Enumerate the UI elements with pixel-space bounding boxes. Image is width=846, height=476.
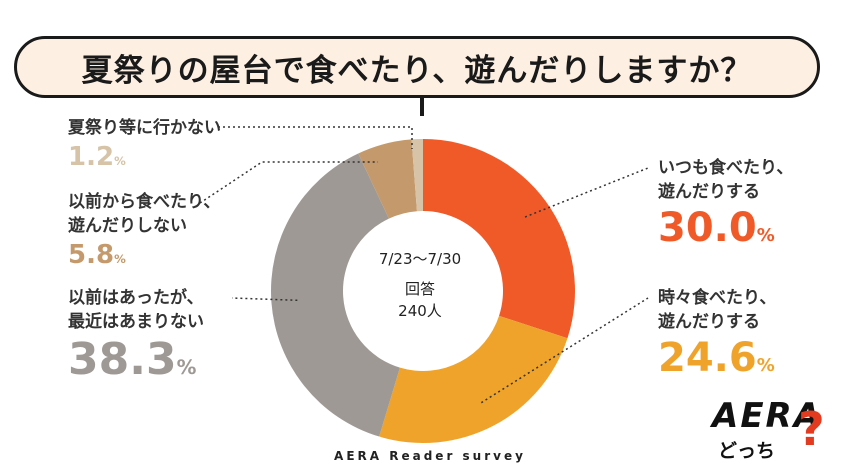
chart-title: 夏祭りの屋台で食べたり、遊んだりしますか？ (81, 52, 753, 89)
slice-value-1: 24.6% (658, 335, 775, 381)
slice-category-3-1: 遊んだりしない (68, 216, 187, 236)
slice-category-1-1: 遊んだりする (658, 312, 760, 332)
slice-category-3-0: 以前から食べたり、 (68, 192, 221, 212)
donut-slice-4 (411, 139, 423, 212)
slice-category-2-0: 以前はあったが、 (68, 288, 204, 308)
answer-label: 回答 (404, 280, 435, 298)
slice-value-3: 5.8% (68, 240, 126, 270)
slice-label-2: 以前はあったが、 最近はあまりない 38.3% (68, 286, 204, 382)
respondent-count: 240人 (398, 302, 442, 320)
slice-value-2: 38.3% (68, 334, 197, 385)
footer-source: AERA Reader survey (334, 449, 526, 463)
leader-line-2 (231, 297, 298, 302)
slice-label-0: いつも食べたり、 遊んだりする 30.0% (658, 156, 793, 248)
slice-label-4: 夏祭り等に行かない 1.2% (68, 116, 221, 170)
slice-category-0-1: 遊んだりする (658, 182, 760, 202)
center-info: 7/23～7/30 回答 240人 (370, 248, 470, 322)
donut-slice-0 (423, 139, 575, 339)
leader-line-3 (199, 161, 378, 204)
bubble-tail (420, 98, 424, 116)
donut-slice-2 (270, 153, 400, 437)
survey-period: 7/23～7/30 (378, 250, 462, 268)
leader-line-0 (524, 167, 649, 218)
logo-sub-text: どっち (718, 440, 776, 462)
title-bubble: 夏祭りの屋台で食べたり、遊んだりしますか？ (14, 36, 820, 98)
slice-category-2-1: 最近はあまりない (68, 312, 204, 332)
slice-label-1: 時々食べたり、 遊んだりする 24.6% (658, 286, 776, 378)
logo-aera-text: AERA (712, 396, 823, 436)
donut-slice-1 (379, 315, 568, 443)
slice-value-0: 30.0% (658, 205, 775, 251)
donut-slice-3 (358, 139, 417, 219)
aera-logo: AERA どっち ? (712, 396, 830, 468)
slice-category-1-0: 時々食べたり、 (658, 288, 777, 308)
slice-category-4-0: 夏祭り等に行かない (68, 118, 221, 138)
slice-label-3: 以前から食べたり、 遊んだりしない 5.8% (68, 190, 220, 268)
slice-value-4: 1.2% (68, 142, 126, 172)
logo-question-mark: ? (798, 402, 825, 456)
slice-category-0-0: いつも食べたり、 (658, 158, 794, 178)
